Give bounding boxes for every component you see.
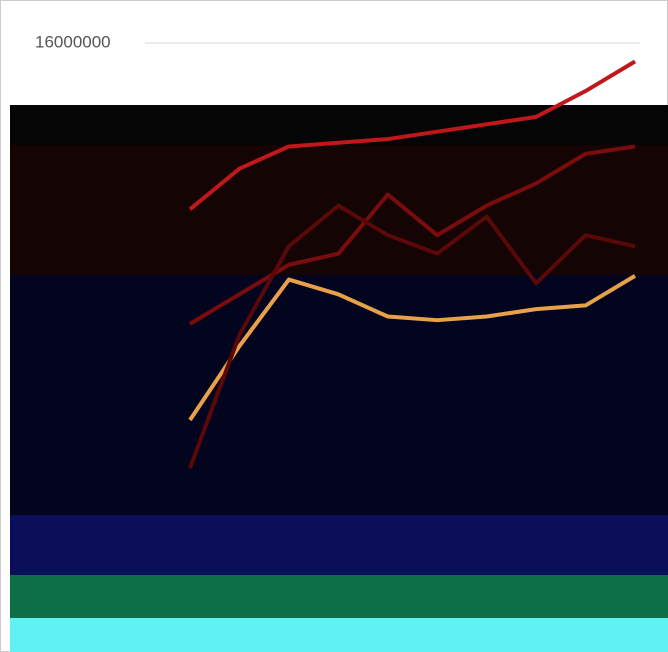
- series-line: [188, 144, 636, 326]
- series-line: [188, 203, 636, 469]
- series-line: [188, 59, 637, 211]
- glitch-bands: [10, 105, 668, 652]
- glitch-band: [10, 618, 668, 652]
- glitch-band: [10, 515, 668, 575]
- glitch-band: [10, 575, 668, 618]
- y-tick-label: 16000000: [35, 32, 111, 51]
- plot-area: 16000000: [35, 32, 640, 469]
- glitch-band: [10, 105, 668, 145]
- glitch-band: [10, 275, 668, 515]
- series-line: [188, 274, 637, 422]
